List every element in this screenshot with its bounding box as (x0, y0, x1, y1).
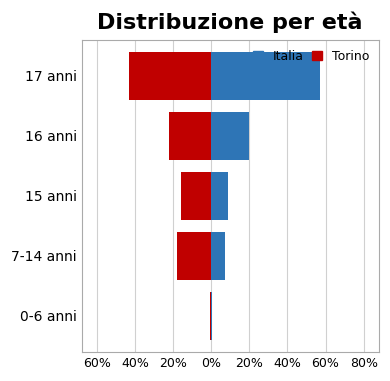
Title: Distribuzione per età: Distribuzione per età (98, 11, 363, 33)
Bar (181, 172, 211, 220)
Bar (210, 292, 211, 340)
Bar (211, 172, 228, 220)
Legend: Italia, Torino: Italia, Torino (249, 46, 372, 66)
Bar (211, 52, 320, 100)
Bar (129, 52, 211, 100)
Bar (169, 112, 211, 160)
Bar (211, 292, 212, 340)
Bar (177, 232, 211, 280)
Bar (211, 232, 225, 280)
Bar (211, 112, 249, 160)
